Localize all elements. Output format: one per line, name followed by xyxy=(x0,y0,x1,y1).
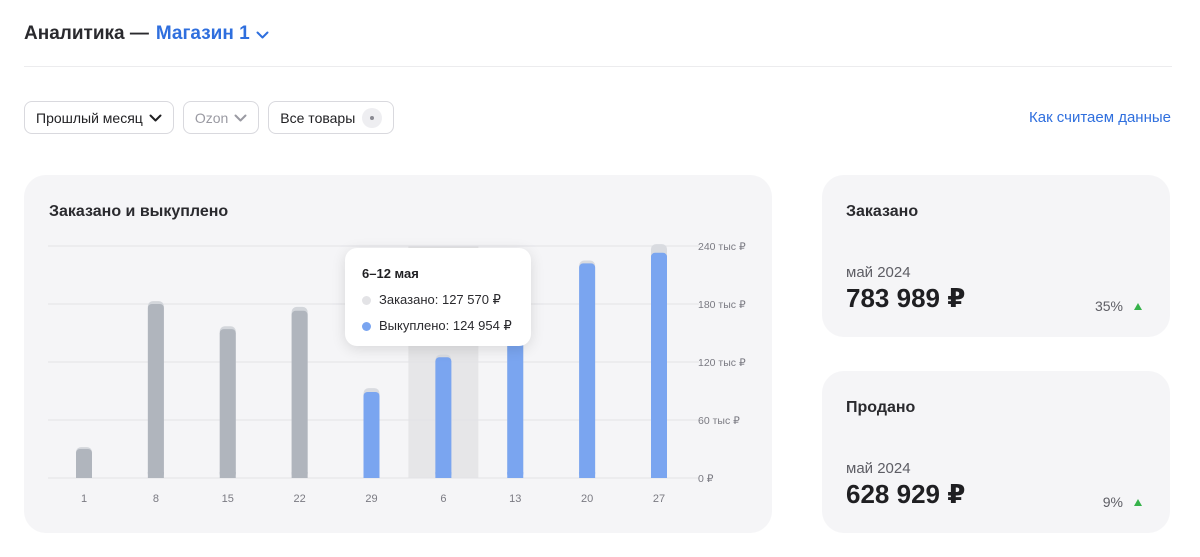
products-filter-label: Все товары xyxy=(280,109,356,126)
stat-delta: 9% xyxy=(1103,494,1142,510)
chevron-down-icon xyxy=(149,114,162,121)
x-tick-label: 13 xyxy=(509,493,521,505)
bar-base xyxy=(651,472,667,478)
bar-base xyxy=(76,472,92,478)
x-tick-label: 1 xyxy=(81,493,87,505)
products-filter[interactable]: Все товары xyxy=(268,101,395,134)
tooltip-title: 6–12 мая xyxy=(362,266,419,281)
y-tick-label: 180 тыс ₽ xyxy=(698,299,746,311)
sold-stat-card: Продано май 2024 628 929 ₽ 9% xyxy=(822,371,1170,533)
stat-value: 783 989 ₽ xyxy=(846,283,966,313)
marketplace-filter[interactable]: Ozon xyxy=(182,101,260,134)
bought-bar xyxy=(76,449,92,478)
bar-base xyxy=(147,472,164,478)
tooltip-bought-row: Выкуплено: 124 954 ₽ xyxy=(362,318,514,334)
tooltip-bought-value: Выкуплено: 124 954 ₽ xyxy=(379,318,512,333)
x-tick-label: 6 xyxy=(440,493,446,505)
tooltip-ordered-value: Заказано: 127 570 ₽ xyxy=(379,292,501,307)
dot-icon xyxy=(362,107,383,128)
bought-bar xyxy=(291,310,308,478)
store-name: Магазин 1 xyxy=(155,23,250,44)
y-tick-label: 0 ₽ xyxy=(698,473,714,485)
x-tick-label: 27 xyxy=(653,493,665,505)
arrow-up-icon xyxy=(1134,302,1142,310)
bought-bar xyxy=(435,357,452,478)
stat-delta-value: 35% xyxy=(1094,298,1123,314)
y-tick-label: 60 тыс ₽ xyxy=(698,415,740,427)
period-filter[interactable]: Прошлый месяц xyxy=(24,101,174,134)
ordered-legend-dot xyxy=(362,295,371,305)
stat-period: май 2024 xyxy=(846,264,911,281)
page-title: Аналитика — xyxy=(24,23,149,44)
x-tick-label: 15 xyxy=(222,493,234,505)
bar-base xyxy=(291,472,308,478)
bar-base xyxy=(579,472,596,478)
bought-bar xyxy=(363,391,380,478)
y-tick-label: 120 тыс ₽ xyxy=(698,357,746,369)
bar-base xyxy=(219,472,236,478)
bought-bar xyxy=(507,316,524,478)
store-selector[interactable]: Магазин 1 xyxy=(156,23,269,45)
bar-base xyxy=(435,472,452,478)
x-tick-label: 20 xyxy=(581,493,593,505)
ordered-stat-card: Заказано май 2024 783 989 ₽ 35% xyxy=(822,175,1170,337)
how-we-count-link[interactable]: Как считаем данные xyxy=(1029,109,1171,126)
stat-title: Заказано xyxy=(846,203,919,220)
chart-card: Заказано и выкуплено 0 ₽ 60 тыс ₽ 120 тыс … xyxy=(24,175,772,533)
bar-base xyxy=(363,472,380,478)
chevron-down-icon xyxy=(234,114,247,121)
stat-title: Продано xyxy=(846,399,916,416)
stat-period: май 2024 xyxy=(846,460,911,477)
bought-bar xyxy=(579,263,596,478)
stat-delta-value: 9% xyxy=(1102,494,1123,510)
filters-bar: Прошлый месяц Ozon Все товары xyxy=(24,101,395,134)
stat-value: 628 929 ₽ xyxy=(846,479,966,509)
x-tick-label: 8 xyxy=(153,493,159,505)
header-divider xyxy=(24,66,1172,67)
bought-bar xyxy=(651,252,667,478)
stat-delta: 35% xyxy=(1095,298,1142,314)
page-header: Аналитика — Магазин 1 xyxy=(24,22,269,46)
x-tick-label: 29 xyxy=(365,493,377,505)
bought-legend-dot xyxy=(362,321,371,331)
bought-bar xyxy=(147,304,164,478)
x-tick-label: 22 xyxy=(294,493,306,505)
period-filter-label: Прошлый месяц xyxy=(36,109,143,126)
tooltip-ordered-row: Заказано: 127 570 ₽ xyxy=(362,292,514,308)
y-tick-label: 240 тыс ₽ xyxy=(698,241,746,253)
arrow-up-icon xyxy=(1134,498,1142,506)
bought-bar xyxy=(219,329,236,478)
chart-tooltip: 6–12 мая Заказано: 127 570 ₽ Выкуплено: … xyxy=(345,248,531,346)
marketplace-filter-label: Ozon xyxy=(194,109,229,126)
chart-title: Заказано и выкуплено xyxy=(49,203,229,220)
bar-base xyxy=(507,472,524,478)
bar-chart: 0 ₽ 60 тыс ₽ 120 тыс ₽ 180 тыс ₽ 240 тыс ₽ 1 8… xyxy=(48,241,746,505)
chevron-down-icon xyxy=(256,31,269,39)
